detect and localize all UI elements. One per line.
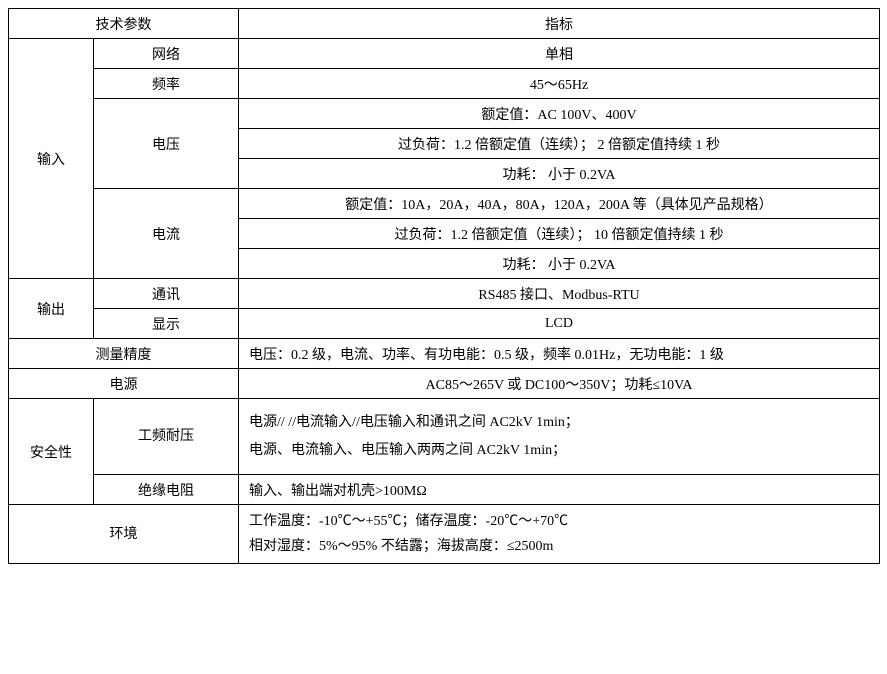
header-indicator: 指标 [239, 9, 880, 39]
table-row: 频率 45～65Hz [9, 69, 880, 99]
table-row: 安全性 工频耐压 电源// //电流输入//电压输入和通讯之间 AC2kV 1m… [9, 399, 880, 475]
withstand-value: 电源// //电流输入//电压输入和通讯之间 AC2kV 1min； 电源、电流… [239, 399, 880, 475]
table-row: 电流 额定值：10A，20A，40A，80A，120A，200A 等（具体见产品… [9, 189, 880, 219]
table-row: 输入 网络 单相 [9, 39, 880, 69]
comm-value: RS485 接口、Modbus-RTU [239, 279, 880, 309]
withstand-line2: 电源、电流输入、电压输入两两之间 AC2kV 1min； [249, 437, 871, 465]
environment-label: 环境 [9, 505, 239, 564]
insulation-label: 绝缘电阻 [94, 475, 239, 505]
safety-label: 安全性 [9, 399, 94, 505]
comm-label: 通讯 [94, 279, 239, 309]
current-power: 功耗： 小于 0.2VA [239, 249, 880, 279]
frequency-value: 45～65Hz [239, 69, 880, 99]
input-label: 输入 [9, 39, 94, 279]
accuracy-value: 电压：0.2 级，电流、功率、有功电能：0.5 级，频率 0.01Hz，无功电能… [239, 339, 880, 369]
network-label: 网络 [94, 39, 239, 69]
withstand-line1: 电源// //电流输入//电压输入和通讯之间 AC2kV 1min； [249, 409, 871, 437]
accuracy-label: 测量精度 [9, 339, 239, 369]
table-row: 输出 通讯 RS485 接口、Modbus-RTU [9, 279, 880, 309]
table-row: 显示 LCD [9, 309, 880, 339]
voltage-power: 功耗： 小于 0.2VA [239, 159, 880, 189]
frequency-label: 频率 [94, 69, 239, 99]
network-value: 单相 [239, 39, 880, 69]
table-row: 电压 额定值：AC 100V、400V [9, 99, 880, 129]
table-row: 测量精度 电压：0.2 级，电流、功率、有功电能：0.5 级，频率 0.01Hz… [9, 339, 880, 369]
spec-table: 技术参数 指标 输入 网络 单相 频率 45～65Hz 电压 额定值：AC 10… [8, 8, 880, 564]
table-row: 电源 AC85～265V 或 DC100～350V；功耗≤10VA [9, 369, 880, 399]
power-supply-label: 电源 [9, 369, 239, 399]
output-label: 输出 [9, 279, 94, 339]
env-line2: 相对湿度：5%～95% 不结露；海拔高度：≤2500m [249, 534, 871, 559]
table-row: 绝缘电阻 输入、输出端对机壳>100MΩ [9, 475, 880, 505]
voltage-label: 电压 [94, 99, 239, 189]
environment-value: 工作温度：-10℃～+55℃；储存温度：-20℃～+70℃ 相对湿度：5%～95… [239, 505, 880, 564]
voltage-overload: 过负荷：1.2 倍额定值（连续）； 2 倍额定值持续 1 秒 [239, 129, 880, 159]
insulation-value: 输入、输出端对机壳>100MΩ [239, 475, 880, 505]
header-param: 技术参数 [9, 9, 239, 39]
table-row: 技术参数 指标 [9, 9, 880, 39]
voltage-rated: 额定值：AC 100V、400V [239, 99, 880, 129]
withstand-label: 工频耐压 [94, 399, 239, 475]
current-label: 电流 [94, 189, 239, 279]
table-row: 环境 工作温度：-10℃～+55℃；储存温度：-20℃～+70℃ 相对湿度：5%… [9, 505, 880, 564]
display-value: LCD [239, 309, 880, 339]
current-rated: 额定值：10A，20A，40A，80A，120A，200A 等（具体见产品规格） [239, 189, 880, 219]
power-supply-value: AC85～265V 或 DC100～350V；功耗≤10VA [239, 369, 880, 399]
env-line1: 工作温度：-10℃～+55℃；储存温度：-20℃～+70℃ [249, 509, 871, 534]
current-overload: 过负荷：1.2 倍额定值（连续）； 10 倍额定值持续 1 秒 [239, 219, 880, 249]
display-label: 显示 [94, 309, 239, 339]
